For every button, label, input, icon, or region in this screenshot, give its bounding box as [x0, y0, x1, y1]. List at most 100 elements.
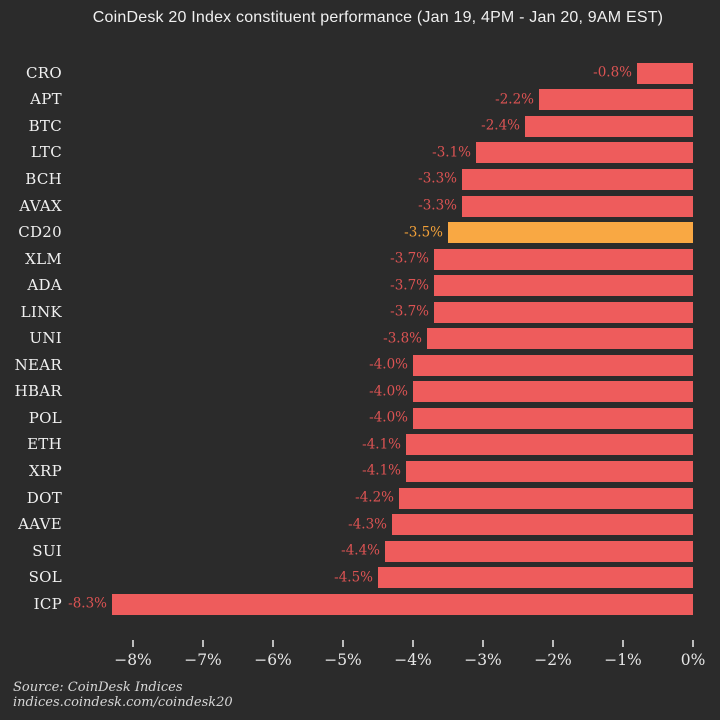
chart-row: UNI -3.8% — [0, 325, 693, 352]
ticker-label: DOT — [26, 488, 62, 507]
bar — [406, 461, 693, 482]
ticker-label: APT — [30, 90, 62, 109]
bar-value-label: -4.2% — [355, 489, 394, 506]
chart-row: XLM -3.7% — [0, 246, 693, 273]
chart-row: CD20 -3.5% — [0, 219, 693, 246]
plot-area: -3.7% — [62, 246, 693, 273]
chart-row: AAVE -4.3% — [0, 511, 693, 538]
bar-value-label: -4.1% — [362, 436, 401, 453]
ticker-label: CD20 — [18, 223, 62, 242]
bar-value-label: -3.7% — [390, 276, 429, 293]
axis-tick-mark — [132, 640, 134, 647]
source-line: Source: CoinDesk Indices — [13, 680, 183, 695]
plot-area: -4.2% — [62, 485, 693, 512]
ticker-label: BTC — [28, 116, 62, 135]
plot-area: -4.0% — [62, 379, 693, 406]
ticker-label: SOL — [28, 568, 62, 587]
plot-area: -3.7% — [62, 299, 693, 326]
bar-highlight — [448, 222, 693, 244]
bar-value-label: -3.7% — [390, 250, 429, 267]
axis-tick-mark — [552, 640, 554, 647]
axis-tick-label: −1% — [604, 651, 642, 669]
bar-value-label: -4.0% — [369, 356, 408, 373]
axis-tick-mark — [272, 640, 274, 647]
bar — [462, 195, 693, 217]
bar-value-label: -2.4% — [481, 117, 520, 134]
chart-row: CRO -0.8% — [0, 60, 693, 87]
bar-value-label: -2.2% — [495, 91, 534, 108]
ticker-label: LTC — [30, 143, 62, 162]
bar — [427, 328, 693, 350]
chart-row: AVAX -3.3% — [0, 193, 693, 220]
bar-value-label: -4.0% — [369, 409, 408, 426]
chart-row: ADA -3.7% — [0, 272, 693, 299]
axis-tick-label: −5% — [324, 651, 362, 669]
bar-value-label: -3.8% — [383, 329, 422, 346]
bar — [399, 487, 693, 509]
ticker-label: HBAR — [14, 382, 62, 401]
chart-row: SOL -4.5% — [0, 564, 693, 591]
chart-row: ICP -8.3% — [0, 591, 693, 618]
bar-value-label: -3.7% — [390, 303, 429, 320]
ticker-label: ETH — [27, 435, 62, 454]
plot-area: -3.7% — [62, 272, 693, 299]
plot-area: -2.2% — [62, 87, 693, 114]
x-axis: −8% −7% −6% −5% −4% −3% −2% −1% 0% — [0, 640, 705, 680]
plot-area: -8.3% — [62, 591, 693, 618]
bar-value-label: -3.3% — [418, 197, 457, 214]
chart-row: XRP -4.1% — [0, 458, 693, 485]
axis-tick-mark — [692, 640, 694, 647]
chart-row: LTC -3.1% — [0, 140, 693, 167]
bar — [378, 567, 693, 589]
axis-tick-label: −3% — [464, 651, 502, 669]
source-url: indices.coindesk.com/coindesk20 — [13, 695, 233, 710]
ticker-label: POL — [28, 408, 62, 427]
axis-tick-mark — [342, 640, 344, 647]
chart-row: DOT -4.2% — [0, 485, 693, 512]
axis-tick-mark — [202, 640, 204, 647]
plot-area: -0.8% — [62, 60, 693, 87]
chart-row: ETH -4.1% — [0, 432, 693, 459]
plot-area: -4.4% — [62, 538, 693, 565]
bar — [434, 275, 693, 297]
ticker-label: CRO — [26, 63, 62, 82]
bar — [413, 407, 693, 429]
plot-area: -4.1% — [62, 432, 693, 459]
bar-value-label: -4.4% — [341, 542, 380, 559]
chart-row: HBAR -4.0% — [0, 379, 693, 406]
bar — [476, 142, 693, 164]
axis-tick-label: 0% — [680, 651, 706, 669]
chart-row: BCH -3.3% — [0, 166, 693, 193]
bar-value-label: -4.0% — [369, 383, 408, 400]
bar-value-label: -8.3% — [68, 595, 107, 612]
chart-row: LINK -3.7% — [0, 299, 693, 326]
bar — [462, 168, 693, 190]
chart-row: SUI -4.4% — [0, 538, 693, 565]
source-attribution: Source: CoinDesk Indices indices.coindes… — [13, 680, 233, 710]
plot-area: -4.5% — [62, 564, 693, 591]
chart-title: CoinDesk 20 Index constituent performanc… — [92, 9, 664, 26]
bar — [434, 248, 693, 270]
chart-row: POL -4.0% — [0, 405, 693, 432]
ticker-label: LINK — [20, 302, 62, 321]
ticker-label: SUI — [32, 541, 62, 560]
ticker-label: ADA — [27, 276, 62, 295]
plot-area: -3.3% — [62, 166, 693, 193]
chart-row: BTC -2.4% — [0, 113, 693, 140]
ticker-label: NEAR — [14, 355, 62, 374]
axis-tick-label: −4% — [394, 651, 432, 669]
ticker-label: UNI — [29, 329, 62, 348]
ticker-label: BCH — [25, 169, 62, 188]
bar-chart-rows: CRO -0.8% APT -2.2% BTC -2.4% LTC -3.1% BCH -3.3%… — [0, 60, 693, 617]
plot-area: -3.8% — [62, 325, 693, 352]
bar-value-label: -3.1% — [432, 144, 471, 161]
bar-value-label: -4.1% — [362, 462, 401, 479]
bar — [413, 354, 693, 376]
bar — [413, 381, 693, 403]
bar — [434, 301, 693, 323]
bar-value-label: -4.3% — [348, 515, 387, 532]
plot-area: -4.3% — [62, 511, 693, 538]
axis-tick-label: −7% — [184, 651, 222, 669]
ticker-label: XLM — [25, 249, 62, 268]
bar — [385, 540, 693, 562]
